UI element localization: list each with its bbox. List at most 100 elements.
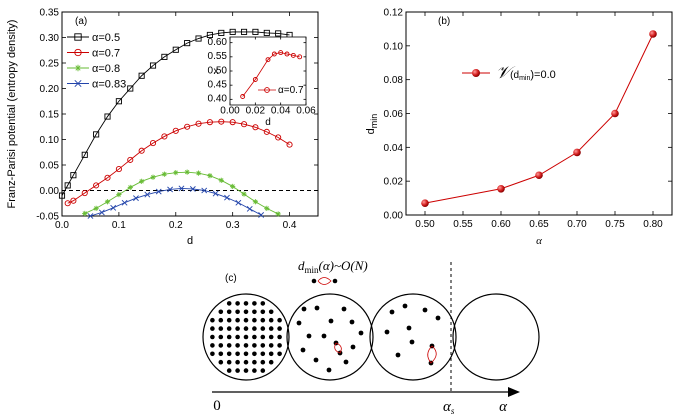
data-point xyxy=(252,77,258,82)
dmin-pair-icon xyxy=(311,277,338,285)
legend-marker xyxy=(74,79,82,88)
x-tick-label: 0.0 xyxy=(55,220,69,231)
inset-frame xyxy=(229,36,307,106)
data-point xyxy=(184,40,191,47)
lattice-point xyxy=(235,351,240,357)
lattice-point xyxy=(260,309,266,315)
lattice-point xyxy=(268,317,274,323)
config-circle-dense xyxy=(202,293,290,381)
lattice-point xyxy=(210,351,215,357)
y-tick-label: 0.05 xyxy=(40,161,60,172)
legend-marker xyxy=(74,48,82,57)
data-point xyxy=(58,192,66,199)
lattice-point xyxy=(218,317,224,323)
inset-xlabel: d xyxy=(265,117,271,128)
data-point xyxy=(115,166,122,173)
data-point xyxy=(195,170,202,176)
data-point xyxy=(82,210,88,217)
legend-entry: α=0.7 xyxy=(92,48,120,60)
x-tick-label: 0.3 xyxy=(226,220,240,231)
lattice-point xyxy=(260,343,266,348)
lattice-point xyxy=(268,343,274,348)
data-point xyxy=(252,28,259,35)
lattice-point xyxy=(243,351,249,357)
x-tick-label: 0.04 xyxy=(271,106,291,117)
panel-c-diagram: (c) dmin(α)~O(N) xyxy=(202,258,540,416)
data-point xyxy=(649,30,657,38)
y-tick-label: 0.40 xyxy=(208,94,228,105)
y-tick-label: 0.10 xyxy=(40,135,60,146)
series-2 xyxy=(64,118,293,207)
x-tick-label: 0.4 xyxy=(283,220,297,231)
panel-a-label: (a) xyxy=(75,16,87,27)
data-point xyxy=(275,30,282,37)
lattice-point xyxy=(226,309,232,315)
data-point xyxy=(161,53,168,60)
panel-b-legend: 𝒱(dmin)=0.0 xyxy=(462,63,556,83)
y-tick-label: 0.60 xyxy=(208,37,228,48)
medium-dmin-marker xyxy=(334,342,342,354)
data-point xyxy=(218,118,225,125)
y-tick-label: 0.20 xyxy=(40,84,60,95)
data-point xyxy=(264,205,270,211)
data-point xyxy=(573,148,581,157)
data-point xyxy=(206,31,213,38)
dmin-formula: dmin(α)~O(N) xyxy=(298,258,368,275)
y-tick-label: 0.35 xyxy=(40,8,60,19)
data-point xyxy=(127,156,134,163)
panel-a-chart: 0.0 0.1 0.2 0.3 0.4 -0.05 0.00 0.05 0.10 0.15 0.20… xyxy=(6,8,319,247)
data-point xyxy=(115,98,122,105)
series-line xyxy=(90,188,262,217)
lattice-point xyxy=(268,309,274,315)
data-point xyxy=(87,213,94,219)
data-point xyxy=(149,140,157,147)
data-point xyxy=(93,131,100,138)
panel-b-chart: 0.50 0.55 0.60 0.65 0.70 0.75 0.80 0.00 0.02 0.04… xyxy=(365,8,673,247)
data-point xyxy=(240,94,246,99)
data-point xyxy=(241,191,247,197)
data-point xyxy=(172,127,179,134)
data-point xyxy=(70,172,77,179)
legend-marker xyxy=(264,87,270,93)
data-point xyxy=(70,197,77,204)
x-tick-label: 0.06 xyxy=(296,106,316,117)
y-tick-label: 0.10 xyxy=(384,41,404,52)
y-tick-label: 0.00 xyxy=(40,186,60,197)
data-point xyxy=(81,151,88,158)
lattice-point xyxy=(277,326,282,331)
lattice-point xyxy=(218,309,224,315)
data-point xyxy=(139,178,145,184)
data-point xyxy=(150,174,156,180)
x-tick-label: 0.70 xyxy=(567,219,587,230)
data-point xyxy=(121,199,128,206)
lattice-point xyxy=(235,368,240,373)
data-point xyxy=(184,169,190,175)
data-point xyxy=(127,85,134,92)
data-point xyxy=(212,190,219,197)
data-point xyxy=(275,134,282,141)
data-point xyxy=(240,121,248,128)
lattice-point xyxy=(260,351,266,357)
legend-marker xyxy=(472,69,480,77)
legend-entry-b: 𝒱(dmin)=0.0 xyxy=(496,63,556,83)
data-point xyxy=(138,147,145,154)
lattice-point xyxy=(252,343,257,348)
lattice-point xyxy=(252,334,257,340)
y-tick-label: 0.04 xyxy=(384,143,404,154)
data-point xyxy=(189,186,196,192)
data-point xyxy=(246,205,253,212)
y-tick-label: 0.30 xyxy=(40,33,60,44)
lattice-point xyxy=(235,334,240,340)
legend-marker xyxy=(74,64,82,72)
data-point xyxy=(235,199,242,206)
lattice-point xyxy=(277,317,282,323)
lattice-point xyxy=(226,368,232,373)
dense-lattice-points xyxy=(210,301,282,373)
lattice-point xyxy=(226,334,232,340)
panel-a-legend: α=0.5 α=0.7 α=0.8 α=0.83 xyxy=(67,32,126,91)
lattice-point xyxy=(260,301,266,306)
panel-a-inset: 0.00 0.02 0.04 0.06 0.40 0.45 0.50 0.55 0.60 d x… xyxy=(208,36,316,128)
lattice-point xyxy=(260,317,266,323)
lattice-point xyxy=(252,359,257,365)
